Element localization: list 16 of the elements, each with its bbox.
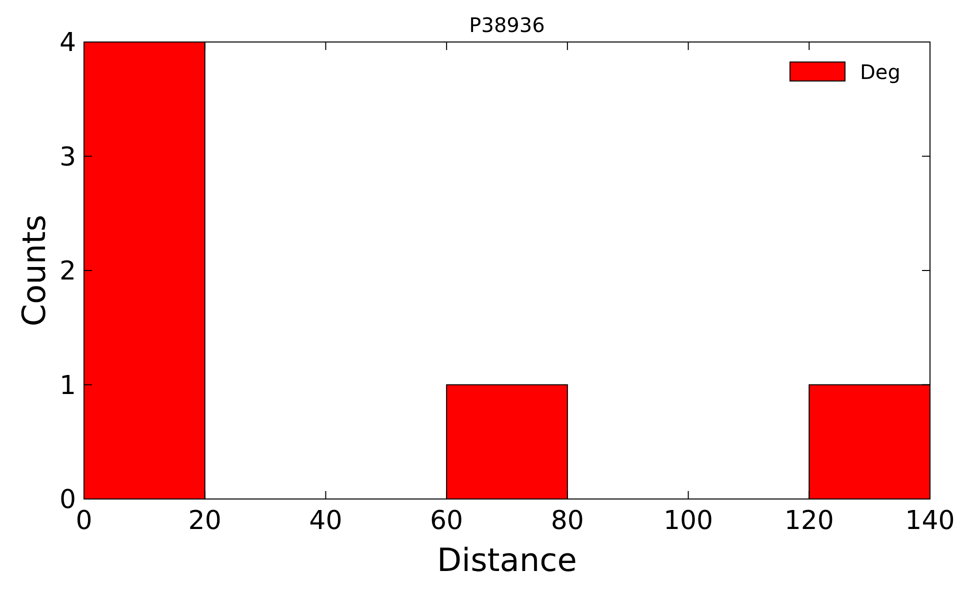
y-tick-label: 1 <box>59 370 76 401</box>
chart-title: P38936 <box>469 13 545 37</box>
legend-label: Deg <box>860 60 900 84</box>
x-tick-label: 20 <box>188 506 222 536</box>
y-tick-label: 0 <box>59 485 76 515</box>
y-axis-title: Counts <box>15 214 53 326</box>
x-axis-title: Distance <box>437 541 577 579</box>
x-tick-label: 60 <box>430 506 464 536</box>
x-tick-label: 80 <box>550 506 584 536</box>
x-tick-label: 100 <box>663 506 714 536</box>
y-tick-label: 2 <box>59 256 76 286</box>
x-tick-label: 140 <box>905 506 955 536</box>
x-tick-label: 40 <box>309 506 342 536</box>
y-tick-label: 3 <box>59 142 76 172</box>
x-tick-label: 120 <box>784 506 834 536</box>
y-tick-label: 4 <box>59 28 76 58</box>
